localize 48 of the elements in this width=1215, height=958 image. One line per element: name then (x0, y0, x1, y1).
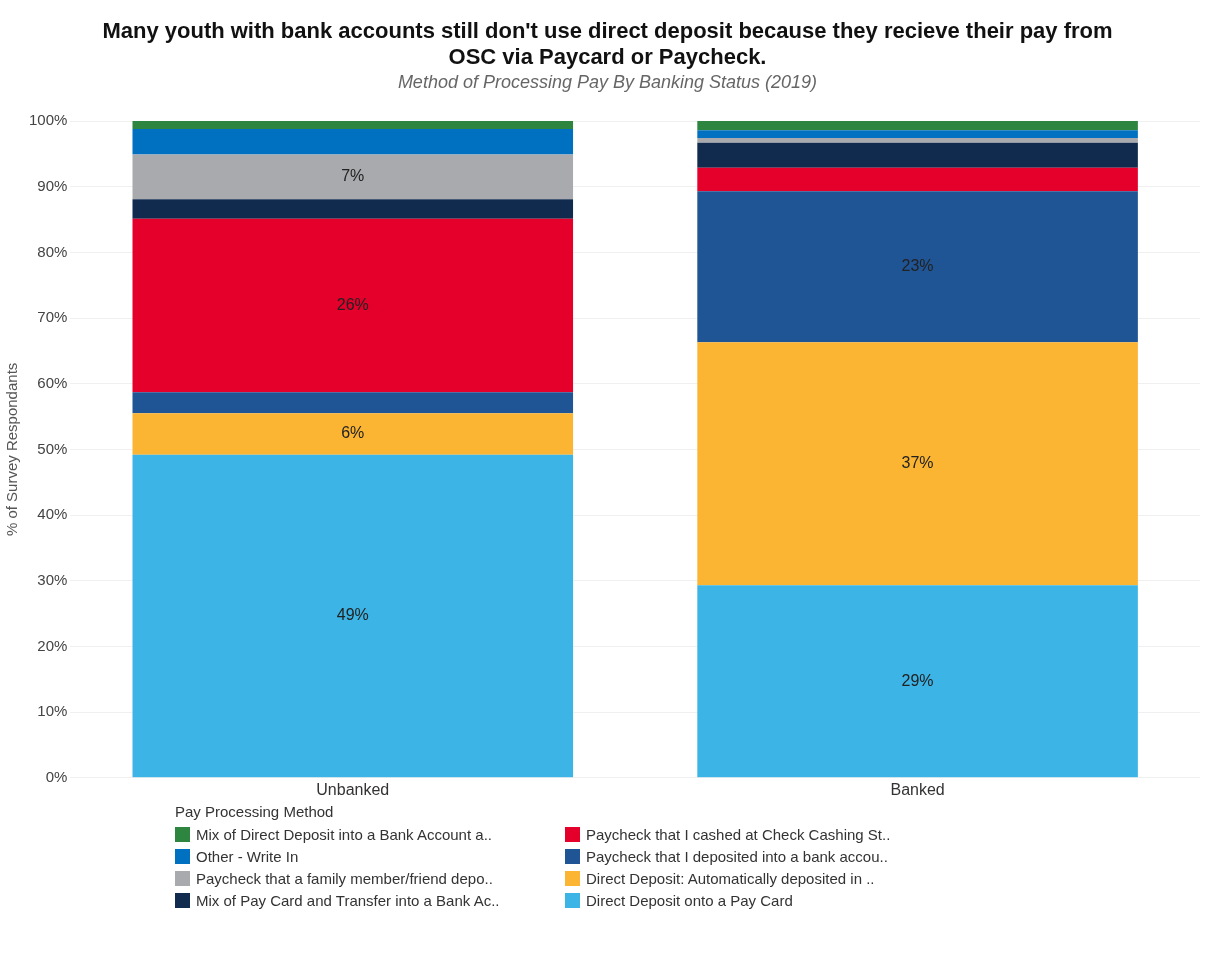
bar (697, 585, 1138, 778)
bar (132, 454, 574, 778)
legend-label: Paycheck that a family member/friend depo.. (196, 869, 493, 887)
data-label: 26% (336, 295, 369, 313)
bar (697, 167, 1138, 192)
y-tick-label: 0% (45, 767, 68, 785)
x-tick-label: Banked (890, 780, 945, 798)
y-axis-title: % of Survey Respondants (3, 362, 21, 537)
legend-label: Direct Deposit: Automatically deposited in .. (586, 869, 875, 887)
data-label: 23% (901, 257, 934, 275)
data-label: 7% (341, 167, 365, 185)
bar (697, 130, 1138, 139)
bar (697, 342, 1138, 586)
y-tick-label: 10% (37, 702, 68, 720)
y-tick-label: 70% (37, 308, 68, 326)
bar (697, 121, 1138, 131)
legend-label: Paycheck that I cashed at Check Cashing St.. (586, 825, 891, 843)
bar (132, 154, 574, 200)
bar (132, 199, 574, 219)
legend-label: Mix of Pay Card and Transfer into a Bank Ac.. (196, 891, 500, 909)
bar (132, 128, 574, 155)
bar (132, 413, 574, 455)
legend-title: Pay Processing Method (175, 803, 335, 820)
data-label: 29% (901, 671, 934, 689)
data-label: 49% (336, 606, 369, 624)
y-tick-label: 20% (37, 636, 68, 654)
y-tick-label: 50% (37, 439, 68, 457)
legend-label: Mix of Direct Deposit into a Bank Account a.. (196, 825, 492, 843)
bar (132, 218, 574, 393)
y-tick-label: 30% (37, 570, 68, 588)
y-tick-label: 40% (37, 505, 68, 523)
bar (697, 191, 1138, 343)
bar (697, 138, 1138, 143)
data-label: 6% (341, 424, 365, 442)
legend-label: Paycheck that I deposited into a bank accou.. (586, 847, 888, 865)
legend-label: Direct Deposit onto a Pay Card (586, 891, 793, 909)
bar (132, 121, 574, 129)
x-tick-label: Unbanked (316, 780, 390, 798)
data-label: 37% (901, 454, 934, 472)
bar (132, 392, 574, 414)
y-tick-label: 100% (28, 111, 68, 129)
y-tick-label: 90% (37, 176, 68, 194)
y-tick-label: 60% (37, 373, 68, 391)
chart-title: Many youth with bank accounts still don't use direct deposit because they recieve their pay from OSC via Paycard or Paycheck. (101, 18, 1114, 70)
legend-label: Other - Write In (196, 847, 299, 865)
bar (697, 142, 1138, 168)
y-tick-label: 80% (37, 242, 68, 260)
chart-subtitle: Method of Processing Pay By Banking Status (2019) (396, 72, 819, 93)
